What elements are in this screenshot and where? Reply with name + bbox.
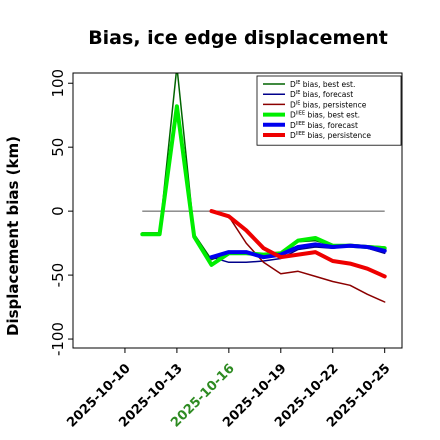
y-tick-label: 50 [49, 138, 67, 157]
legend-label-6: DIIEE bias, persistence [290, 131, 371, 140]
legend-label-2: DIE bias, forecast [290, 90, 353, 99]
series-line-3 [210, 210, 386, 303]
legend: DIE bias, best est.DIE bias, forecastDIE… [256, 75, 402, 146]
legend-label-1: DIE bias, best est. [290, 80, 355, 89]
plot-frame [72, 72, 403, 349]
series-line-6 [209, 209, 387, 279]
chart-title: Bias, ice edge displacement [88, 27, 388, 49]
y-tick-label: -100 [49, 322, 67, 356]
legend-label-5: DIIEE bias, forecast [290, 121, 358, 130]
legend-label-3: DIE bias, persistence [290, 100, 367, 109]
plot-area: 100500-50-1002025-10-102025-10-132025-10… [49, 69, 403, 431]
y-axis-label: Displacement bias (km) [4, 136, 22, 336]
legend-label-4: DIIEE bias, best est. [290, 111, 360, 120]
y-tick-label: -50 [49, 263, 67, 288]
y-tick-label: 0 [49, 206, 67, 216]
series-line-5 [209, 242, 387, 260]
y-tick-label: 100 [49, 69, 67, 98]
